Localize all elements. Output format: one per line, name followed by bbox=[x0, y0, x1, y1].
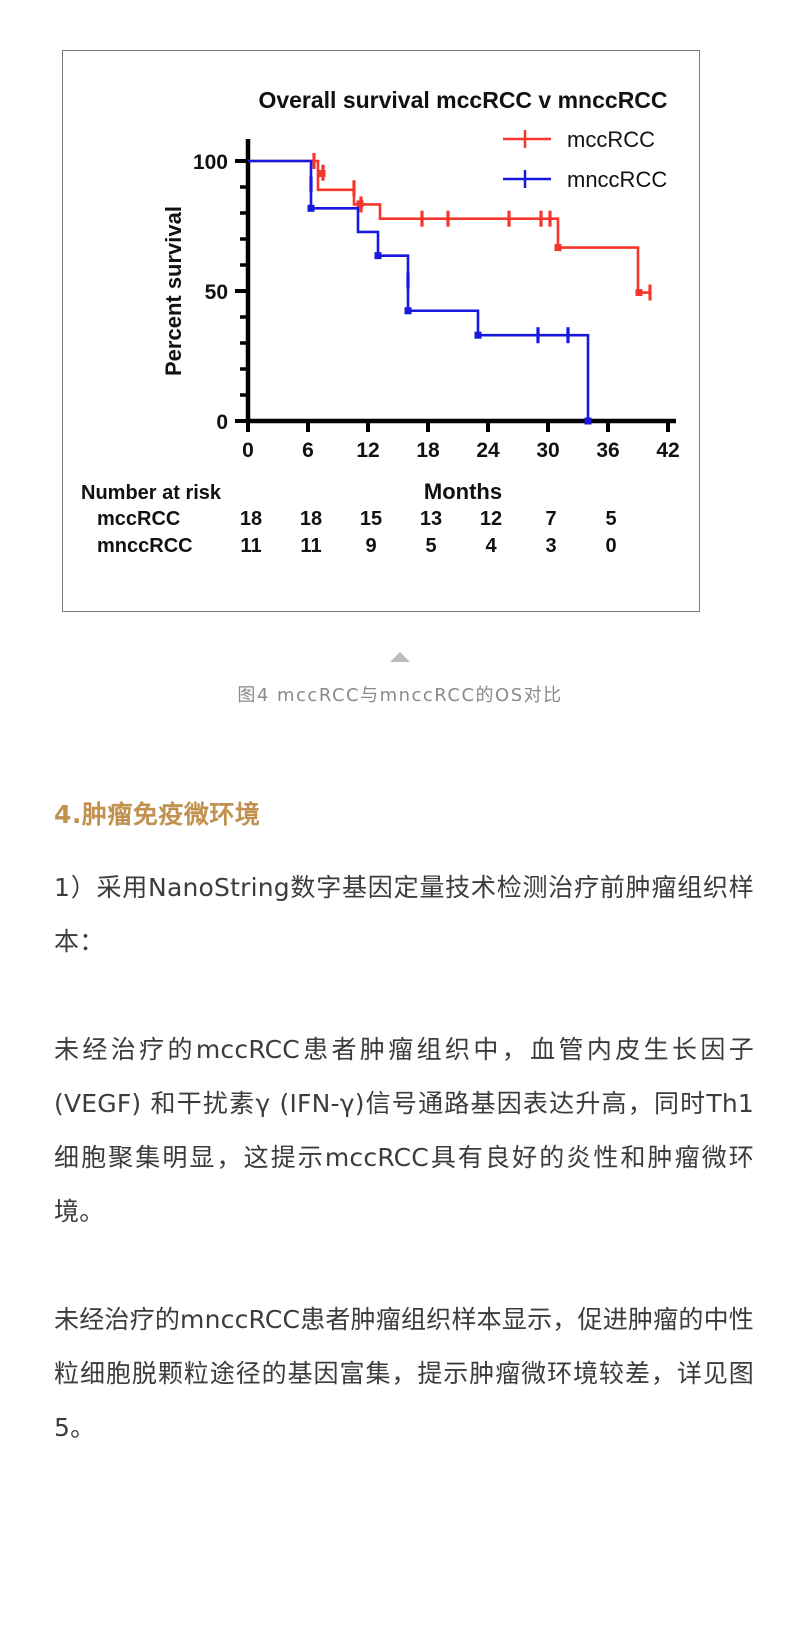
survival-curve-mccRCC bbox=[248, 159, 650, 294]
x-tick-label-24: 24 bbox=[476, 439, 500, 462]
risk-table-title: Number at risk bbox=[81, 482, 222, 504]
event-mark-mnccRCC-4 bbox=[584, 417, 592, 425]
x-tick-label-18: 18 bbox=[416, 439, 440, 462]
event-mark-mccRCC-3 bbox=[635, 289, 643, 297]
triangle-up-icon bbox=[390, 652, 410, 662]
event-mark-mnccRCC-0 bbox=[307, 204, 315, 212]
event-mark-mnccRCC-2 bbox=[404, 307, 412, 315]
x-tick-label-0: 0 bbox=[242, 439, 254, 462]
risk-value-mnccRCC-36: 0 bbox=[605, 535, 616, 557]
y-tick-label-0: 0 bbox=[216, 411, 228, 434]
x-tick-label-36: 36 bbox=[596, 439, 619, 462]
risk-value-mccRCC-18: 13 bbox=[420, 508, 442, 530]
x-axis-title: Months bbox=[424, 479, 502, 504]
article-body: 4.肿瘤免疫微环境 1）采用NanoString数字基因定量技术检测治疗前肿瘤组… bbox=[54, 795, 754, 1455]
paragraph-3: 未经治疗的mnccRCC患者肿瘤组织样本显示，促进肿瘤的中性粒细胞脱颗粒途径的基… bbox=[54, 1305, 754, 1442]
y-axis-title: Percent survival bbox=[161, 206, 186, 376]
event-mark-mnccRCC-3 bbox=[474, 331, 482, 339]
event-mark-mnccRCC-1 bbox=[374, 252, 382, 260]
risk-value-mccRCC-6: 18 bbox=[300, 508, 322, 530]
caption-arrow bbox=[0, 652, 800, 662]
event-mark-mccRCC-1 bbox=[356, 200, 364, 208]
risk-value-mccRCC-0: 18 bbox=[240, 508, 262, 530]
x-tick-label-6: 6 bbox=[302, 439, 314, 462]
paragraph-2: 未经治疗的mccRCC患者肿瘤组织中，血管内皮生长因子 (VEGF) 和干扰素γ… bbox=[54, 1035, 754, 1226]
survival-curve-mnccRCC bbox=[248, 159, 590, 421]
y-tick-label-100: 100 bbox=[193, 151, 228, 174]
x-tick-label-42: 42 bbox=[656, 439, 679, 462]
risk-value-mnccRCC-30: 3 bbox=[545, 535, 556, 557]
figure-caption: 图4 mccRCC与mnccRCC的OS对比 bbox=[237, 685, 563, 706]
risk-value-mnccRCC-0: 11 bbox=[240, 535, 261, 557]
risk-row-label-mccRCC: mccRCC bbox=[97, 508, 180, 530]
risk-value-mccRCC-30: 7 bbox=[545, 508, 556, 530]
risk-row-label-mnccRCC: mnccRCC bbox=[97, 535, 193, 557]
section-heading: 4.肿瘤免疫微环境 bbox=[54, 800, 261, 829]
x-tick-label-30: 30 bbox=[536, 439, 559, 462]
chart-title: Overall survival mccRCC v mnccRCC bbox=[258, 87, 667, 113]
risk-value-mnccRCC-24: 4 bbox=[485, 535, 497, 557]
risk-value-mccRCC-24: 12 bbox=[480, 508, 502, 530]
risk-value-mnccRCC-18: 5 bbox=[425, 535, 436, 557]
kaplan-meier-chart: Overall survival mccRCC v mnccRCC mccRCC m… bbox=[81, 87, 680, 557]
paragraph-1: 1）采用NanoString数字基因定量技术检测治疗前肿瘤组织样本： bbox=[54, 873, 754, 956]
y-tick-label-50: 50 bbox=[205, 281, 228, 304]
event-mark-mccRCC-0 bbox=[318, 169, 326, 177]
legend-label-mnccRCC: mnccRCC bbox=[567, 167, 667, 192]
risk-value-mnccRCC-12: 9 bbox=[365, 535, 376, 557]
risk-value-mnccRCC-6: 11 bbox=[300, 535, 321, 557]
x-tick-label-12: 12 bbox=[356, 439, 379, 462]
legend-label-mccRCC: mccRCC bbox=[567, 127, 655, 152]
risk-value-mccRCC-36: 5 bbox=[605, 508, 616, 530]
risk-value-mccRCC-12: 15 bbox=[360, 508, 382, 530]
figure-panel: Overall survival mccRCC v mnccRCC mccRCC m… bbox=[62, 50, 700, 612]
event-mark-mccRCC-2 bbox=[554, 244, 562, 252]
